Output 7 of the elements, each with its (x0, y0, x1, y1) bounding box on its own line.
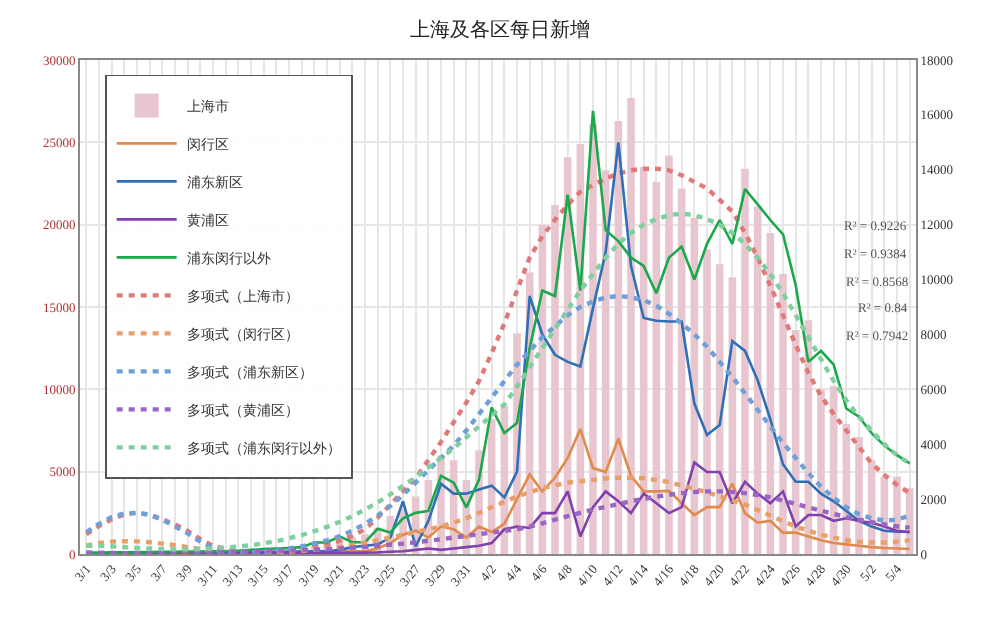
bar (665, 155, 673, 554)
line-series (84, 293, 912, 554)
line-series (84, 489, 912, 554)
bar (551, 204, 559, 554)
chart-title: 上海及各区每日新增 (410, 17, 590, 42)
line-series (84, 475, 912, 554)
bar (703, 249, 711, 554)
